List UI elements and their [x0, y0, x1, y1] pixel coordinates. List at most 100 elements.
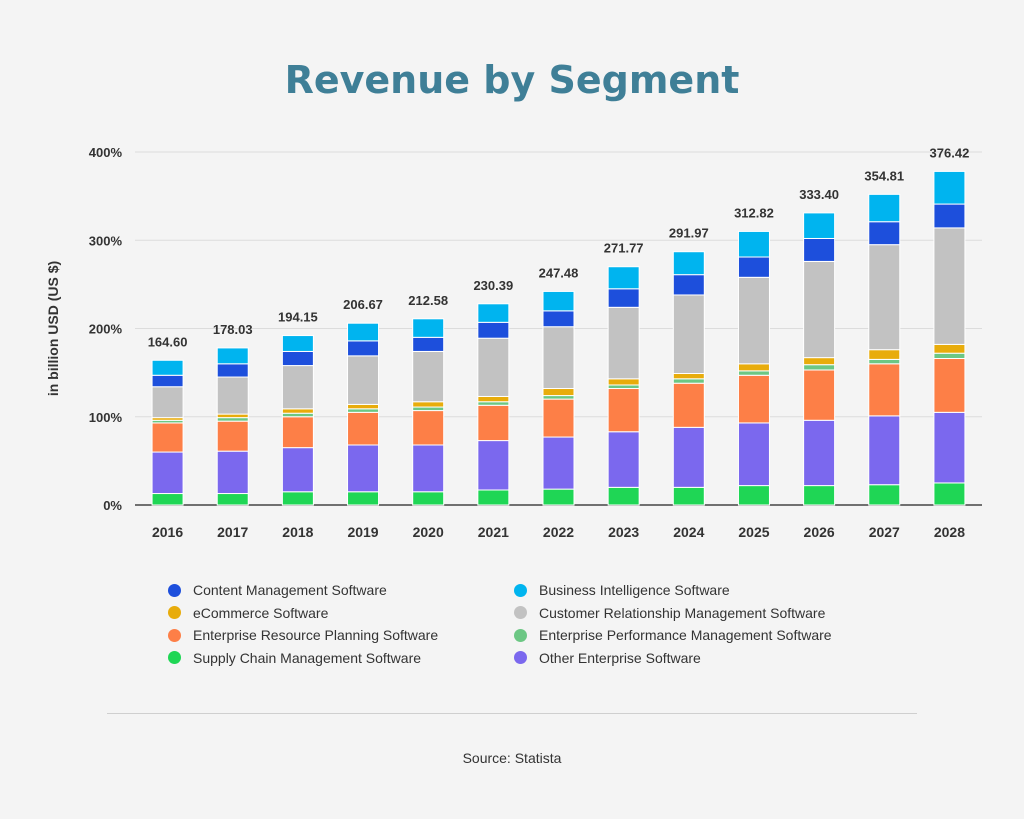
- legend-item: Enterprise Performance Management Softwa…: [514, 627, 860, 644]
- bar-segment: [542, 436, 575, 490]
- legend-swatch: [168, 628, 181, 642]
- bar-segment: [607, 306, 640, 380]
- legend-item: Content Management Software: [168, 582, 514, 599]
- x-tick-label: 2027: [869, 524, 900, 540]
- bar-total-label: 333.40: [799, 187, 839, 202]
- legend-item: Supply Chain Management Software: [168, 650, 514, 667]
- legend-swatch: [514, 651, 527, 665]
- bar-segment: [412, 401, 445, 408]
- bar-segment: [347, 403, 380, 410]
- bar-segment: [151, 374, 184, 388]
- bar-segment: [412, 406, 445, 412]
- bar-segment: [737, 230, 770, 258]
- bar-total-label: 212.58: [408, 293, 448, 308]
- bar-segment: [607, 431, 640, 488]
- bar-segment: [803, 369, 836, 421]
- bar-segment: [281, 491, 314, 506]
- bar-segment: [542, 398, 575, 438]
- bar-segment: [542, 326, 575, 390]
- bar-total-label: 206.67: [343, 297, 383, 312]
- bar-segment: [281, 365, 314, 410]
- legend-item: eCommerce Software: [168, 605, 514, 622]
- y-tick-label: 300%: [89, 233, 123, 248]
- bar-segment: [672, 426, 705, 488]
- chart-legend: Content Management Software Business Inte…: [168, 582, 888, 666]
- bar-segment: [803, 485, 836, 506]
- bar-segment: [803, 364, 836, 371]
- bar-segment: [347, 491, 380, 506]
- bar-segment: [412, 318, 445, 338]
- divider: [107, 713, 917, 714]
- bar-total-label: 230.39: [473, 278, 513, 293]
- legend-swatch: [514, 583, 527, 597]
- legend-swatch: [168, 583, 181, 597]
- data-labels: 164.60 178.03 194.15 206.67 212.58 230.39 247.…: [148, 145, 970, 349]
- legend-swatch: [168, 651, 181, 665]
- y-axis-label: in billion USD (US $): [45, 261, 61, 396]
- bar-segment: [412, 410, 445, 446]
- bar-segment: [672, 251, 705, 276]
- bar-segment: [607, 378, 640, 386]
- bar-segment: [216, 363, 249, 378]
- bar-total-label: 164.60: [148, 334, 188, 349]
- bar-segment: [347, 355, 380, 405]
- bar-segment: [737, 256, 770, 278]
- bar-segment: [868, 484, 901, 506]
- bar-segment: [216, 450, 249, 495]
- bar-segment: [868, 221, 901, 246]
- x-tick-label: 2019: [347, 524, 378, 540]
- legend-item: Other Enterprise Software: [514, 650, 860, 667]
- bar-total-label: 354.81: [864, 168, 904, 183]
- bar-segment: [803, 419, 836, 487]
- bar-segment: [216, 493, 249, 506]
- legend-swatch: [514, 606, 527, 620]
- bar-segment: [477, 321, 510, 339]
- bar-segment: [672, 274, 705, 296]
- bar-segment: [151, 493, 184, 506]
- bar-segment: [477, 303, 510, 323]
- bar-segment: [347, 444, 380, 493]
- x-tick-label: 2024: [673, 524, 704, 540]
- bar-segment: [607, 384, 640, 390]
- chart-title: Revenue by Segment: [284, 58, 740, 102]
- bar-segment: [607, 388, 640, 433]
- bar-segment: [216, 347, 249, 365]
- bars: [151, 170, 966, 506]
- bar-segment: [477, 489, 510, 506]
- legend-label: Business Intelligence Software: [539, 582, 730, 599]
- legend-item: Customer Relationship Management Softwar…: [514, 605, 860, 622]
- y-tick-label: 100%: [89, 410, 123, 425]
- bar-total-label: 178.03: [213, 322, 253, 337]
- bar-segment: [933, 203, 966, 229]
- legend-label: Customer Relationship Management Softwar…: [539, 604, 826, 621]
- bar-segment: [933, 482, 966, 506]
- bar-segment: [672, 378, 705, 384]
- y-tick-label: 400%: [89, 145, 123, 160]
- bar-segment: [281, 408, 314, 414]
- bar-total-label: 291.97: [669, 226, 709, 241]
- bar-segment: [803, 357, 836, 366]
- legend-label: eCommerce Software: [193, 604, 329, 621]
- bar-segment: [607, 266, 640, 290]
- x-tick-label: 2017: [217, 524, 248, 540]
- bar-segment: [933, 411, 966, 484]
- bar-segment: [216, 417, 249, 422]
- x-tick-label: 2022: [543, 524, 574, 540]
- bar-segment: [477, 337, 510, 397]
- legend-item: Business Intelligence Software: [514, 582, 860, 599]
- bar-segment: [347, 408, 380, 413]
- bar-segment: [672, 486, 705, 506]
- x-tick-label: 2026: [804, 524, 835, 540]
- bar-segment: [933, 352, 966, 360]
- bar-segment: [281, 447, 314, 493]
- bar-segment: [151, 359, 184, 376]
- legend-label: Supply Chain Management Software: [193, 649, 422, 666]
- bar-segment: [542, 290, 575, 312]
- bar-segment: [737, 374, 770, 424]
- x-tick-label: 2023: [608, 524, 639, 540]
- bar-segment: [542, 388, 575, 397]
- x-tick-label: 2020: [413, 524, 444, 540]
- bar-total-label: 247.48: [539, 265, 579, 280]
- x-tick-label: 2028: [934, 524, 965, 540]
- bar-segment: [216, 413, 249, 419]
